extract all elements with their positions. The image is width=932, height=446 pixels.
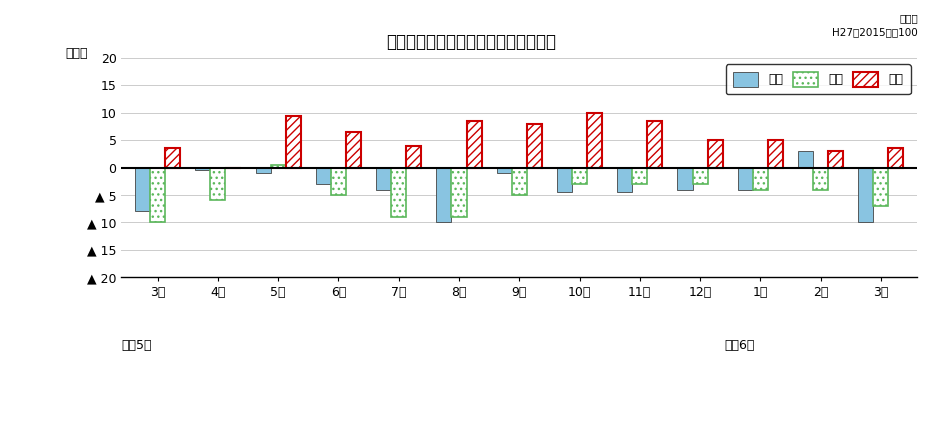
Bar bbox=[557, 168, 572, 192]
Bar bbox=[270, 165, 286, 168]
Bar bbox=[211, 168, 226, 201]
Bar bbox=[286, 116, 301, 168]
Bar bbox=[707, 140, 722, 168]
Bar bbox=[888, 149, 903, 168]
Bar bbox=[377, 168, 391, 190]
Bar bbox=[648, 121, 663, 168]
Bar bbox=[316, 168, 331, 184]
Text: 令和5年: 令和5年 bbox=[121, 339, 152, 351]
Bar bbox=[196, 168, 211, 170]
Bar bbox=[527, 124, 541, 168]
Bar bbox=[436, 168, 451, 223]
Bar bbox=[692, 168, 707, 184]
Bar bbox=[678, 168, 692, 190]
Bar bbox=[512, 168, 527, 195]
Bar bbox=[858, 168, 873, 223]
Bar bbox=[798, 151, 813, 168]
Bar bbox=[406, 146, 421, 168]
Text: 令和6年: 令和6年 bbox=[724, 339, 755, 351]
Bar bbox=[346, 132, 361, 168]
Bar bbox=[467, 121, 482, 168]
Text: （％）: （％） bbox=[66, 47, 89, 60]
Bar bbox=[135, 168, 150, 211]
Bar bbox=[150, 168, 165, 223]
Bar bbox=[873, 168, 888, 206]
Bar bbox=[331, 168, 346, 195]
Bar bbox=[255, 168, 270, 173]
Text: 原指数
H27（2015）＝100: 原指数 H27（2015）＝100 bbox=[832, 13, 918, 37]
Bar bbox=[391, 168, 406, 217]
Bar bbox=[829, 151, 843, 168]
Bar bbox=[617, 168, 632, 192]
Bar bbox=[165, 149, 180, 168]
Legend: 生産, 出荷, 在庫: 生産, 出荷, 在庫 bbox=[726, 64, 911, 95]
Bar bbox=[813, 168, 829, 190]
Bar bbox=[451, 168, 467, 217]
Bar bbox=[572, 168, 587, 184]
Bar bbox=[497, 168, 512, 173]
Bar bbox=[587, 113, 602, 168]
Bar bbox=[632, 168, 648, 184]
Bar bbox=[753, 168, 768, 190]
Bar bbox=[738, 168, 753, 190]
Bar bbox=[768, 140, 783, 168]
Title: 生産・出荷・在庫の前年同月比の推移: 生産・出荷・在庫の前年同月比の推移 bbox=[387, 33, 556, 51]
